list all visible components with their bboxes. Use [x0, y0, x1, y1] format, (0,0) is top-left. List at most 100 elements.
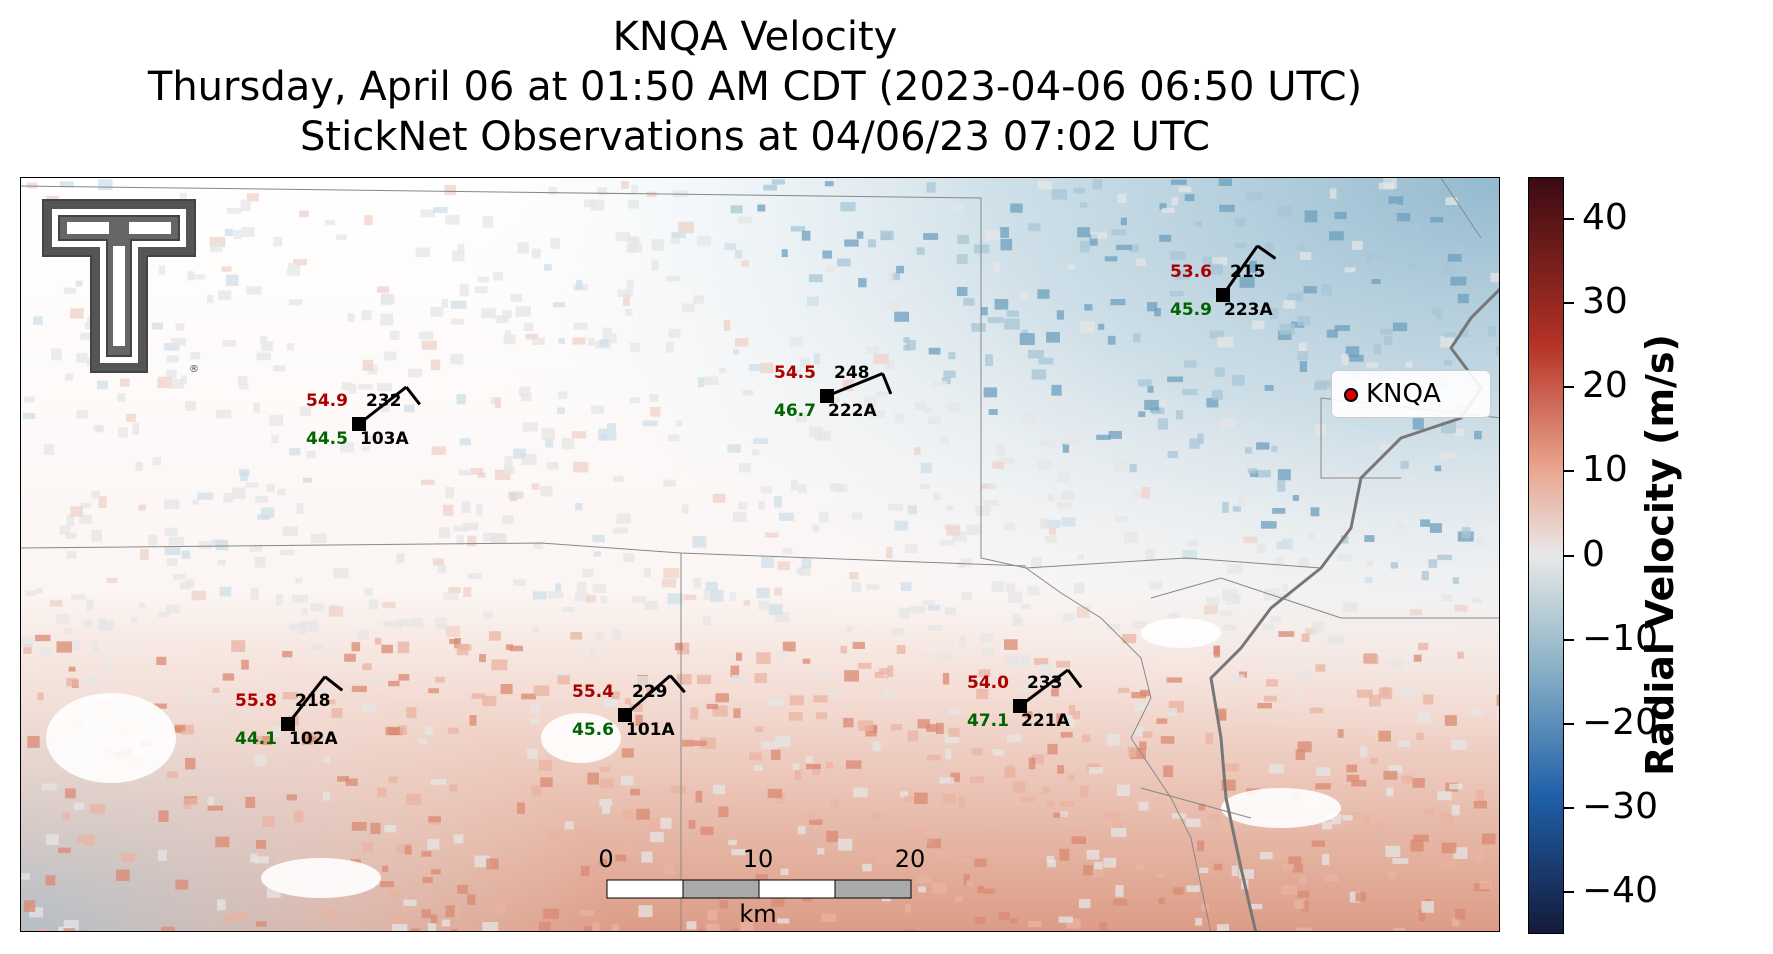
velocity-gate: [1197, 433, 1204, 445]
velocity-gate: [217, 559, 226, 566]
velocity-gate: [376, 383, 392, 392]
velocity-gate: [33, 316, 43, 325]
colorbar-tick-label: −40: [1582, 869, 1658, 911]
station-marker[interactable]: [820, 389, 834, 403]
velocity-gate: [1297, 741, 1312, 753]
velocity-gate: [1429, 523, 1442, 533]
station-marker[interactable]: [352, 417, 366, 431]
velocity-gate: [749, 752, 763, 761]
velocity-gate: [622, 810, 636, 820]
velocity-gate: [299, 620, 309, 629]
velocity-gate: [1184, 194, 1195, 202]
velocity-gate: [1144, 399, 1159, 411]
velocity-gate: [1277, 469, 1291, 481]
velocity-gate: [470, 468, 484, 475]
velocity-gate: [869, 724, 878, 733]
scale-bar: [606, 879, 912, 899]
station-marker[interactable]: [618, 708, 632, 722]
velocity-gate: [1359, 746, 1368, 758]
velocity-gate: [163, 499, 180, 510]
velocity-gate: [86, 599, 94, 611]
velocity-gate: [1412, 778, 1425, 788]
velocity-gate: [1389, 203, 1398, 213]
radar-map[interactable]: KNQA ®: [20, 177, 1500, 932]
velocity-gate: [1199, 867, 1209, 873]
velocity-gate: [1045, 535, 1057, 543]
velocity-gate: [1441, 842, 1457, 854]
velocity-gate: [957, 234, 969, 245]
velocity-gate: [190, 352, 201, 360]
velocity-gate: [1441, 594, 1453, 602]
station-temperature: 54.5: [774, 363, 816, 383]
station-marker[interactable]: [281, 717, 295, 731]
station-marker[interactable]: [1013, 699, 1027, 713]
velocity-gate: [952, 531, 967, 542]
velocity-gate: [1308, 531, 1315, 542]
velocity-gate: [1249, 260, 1257, 273]
velocity-gate: [880, 230, 894, 241]
velocity-gate: [424, 726, 434, 736]
velocity-gate: [1066, 715, 1076, 728]
velocity-gate: [308, 620, 319, 633]
velocity-gate: [894, 520, 909, 531]
velocity-gate: [663, 479, 676, 487]
velocity-gate: [362, 841, 374, 853]
title-line-1: KNQA Velocity: [612, 14, 898, 60]
velocity-gate: [286, 343, 294, 351]
velocity-gate: [1156, 718, 1168, 724]
velocity-gate: [813, 353, 821, 365]
station-temperature: 53.6: [1170, 262, 1212, 282]
velocity-gate: [1437, 791, 1452, 801]
colorbar-tick-label: 0: [1582, 533, 1605, 575]
velocity-gate: [181, 550, 191, 559]
velocity-gate: [74, 802, 85, 810]
velocity-gate: [306, 451, 316, 459]
velocity-gate: [730, 205, 743, 214]
velocity-gate: [821, 913, 837, 922]
velocity-gate: [758, 501, 765, 510]
velocity-gate: [1058, 916, 1074, 923]
velocity-gate: [890, 628, 905, 636]
station-marker[interactable]: [1216, 288, 1230, 302]
velocity-gate: [1186, 885, 1200, 892]
velocity-gate: [819, 512, 829, 523]
velocity-gate: [1396, 212, 1411, 222]
velocity-gate: [738, 463, 751, 473]
velocity-gate: [1012, 781, 1026, 794]
velocity-gate: [456, 643, 469, 656]
velocity-gate: [729, 592, 736, 602]
velocity-gate: [817, 847, 825, 855]
velocity-gate: [797, 826, 806, 835]
velocity-gate: [135, 461, 143, 471]
velocity-gate: [738, 216, 753, 224]
velocity-gate: [467, 535, 477, 547]
velocity-gate: [525, 333, 538, 340]
velocity-gate: [293, 259, 308, 266]
velocity-gate: [1051, 384, 1062, 396]
scale-bar-unit: km: [739, 900, 777, 928]
velocity-gate: [1314, 423, 1327, 436]
velocity-gate: [187, 271, 195, 281]
velocity-gate: [1034, 658, 1049, 665]
velocity-gate: [477, 276, 490, 283]
velocity-gate: [843, 717, 854, 728]
velocity-gate: [1159, 203, 1167, 210]
velocity-gate: [282, 651, 293, 658]
velocity-gate: [197, 492, 214, 500]
velocity-gate: [1037, 459, 1053, 470]
velocity-gate: [939, 777, 955, 784]
velocity-gate: [755, 726, 764, 732]
velocity-gate: [1288, 856, 1302, 866]
velocity-gate: [421, 909, 431, 919]
velocity-gate: [914, 401, 927, 410]
velocity-gate: [809, 819, 823, 825]
velocity-gate: [1392, 858, 1409, 864]
velocity-gate: [458, 469, 470, 476]
velocity-gate: [288, 262, 301, 269]
velocity-gate: [616, 513, 631, 524]
station-wind-direction: 215: [1230, 262, 1266, 282]
velocity-gate: [1031, 754, 1044, 765]
velocity-gate: [410, 928, 421, 931]
velocity-gate: [621, 748, 634, 758]
velocity-gate: [224, 914, 233, 923]
